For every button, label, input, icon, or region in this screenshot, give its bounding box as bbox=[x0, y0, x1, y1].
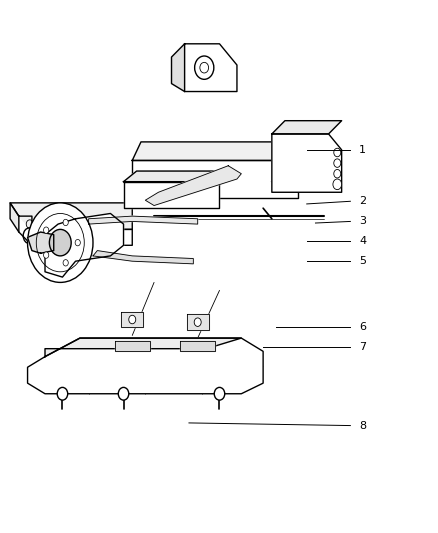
Text: 2: 2 bbox=[358, 196, 365, 206]
Polygon shape bbox=[121, 312, 143, 327]
Circle shape bbox=[63, 219, 68, 225]
Polygon shape bbox=[271, 120, 341, 134]
Text: 4: 4 bbox=[358, 236, 365, 246]
Text: 8: 8 bbox=[358, 421, 365, 431]
Polygon shape bbox=[180, 341, 215, 351]
Polygon shape bbox=[93, 251, 193, 264]
Polygon shape bbox=[123, 182, 219, 208]
Polygon shape bbox=[132, 142, 315, 160]
Polygon shape bbox=[115, 341, 149, 351]
Circle shape bbox=[333, 169, 340, 178]
Polygon shape bbox=[45, 338, 241, 357]
Polygon shape bbox=[19, 216, 132, 245]
Text: 6: 6 bbox=[358, 322, 365, 333]
Polygon shape bbox=[171, 44, 184, 92]
Circle shape bbox=[214, 387, 224, 400]
Polygon shape bbox=[28, 338, 262, 394]
Circle shape bbox=[43, 252, 49, 259]
Circle shape bbox=[63, 260, 68, 266]
Text: 5: 5 bbox=[358, 256, 365, 266]
Circle shape bbox=[57, 387, 67, 400]
Polygon shape bbox=[10, 203, 19, 232]
Circle shape bbox=[333, 148, 340, 157]
Circle shape bbox=[118, 387, 128, 400]
Text: 3: 3 bbox=[358, 216, 365, 227]
Text: 7: 7 bbox=[358, 342, 365, 352]
Circle shape bbox=[128, 316, 135, 324]
Polygon shape bbox=[28, 232, 53, 253]
Polygon shape bbox=[132, 160, 297, 198]
Polygon shape bbox=[123, 171, 232, 182]
Circle shape bbox=[49, 229, 71, 256]
Text: 1: 1 bbox=[358, 145, 365, 155]
Circle shape bbox=[43, 227, 49, 233]
Polygon shape bbox=[184, 44, 237, 92]
Circle shape bbox=[333, 159, 340, 167]
Polygon shape bbox=[145, 166, 241, 206]
Circle shape bbox=[194, 318, 201, 326]
Polygon shape bbox=[10, 203, 132, 229]
Circle shape bbox=[332, 179, 341, 190]
Polygon shape bbox=[186, 314, 208, 330]
Polygon shape bbox=[271, 134, 341, 192]
Polygon shape bbox=[88, 216, 197, 224]
Circle shape bbox=[28, 203, 93, 282]
Circle shape bbox=[75, 239, 80, 246]
Polygon shape bbox=[45, 214, 123, 277]
